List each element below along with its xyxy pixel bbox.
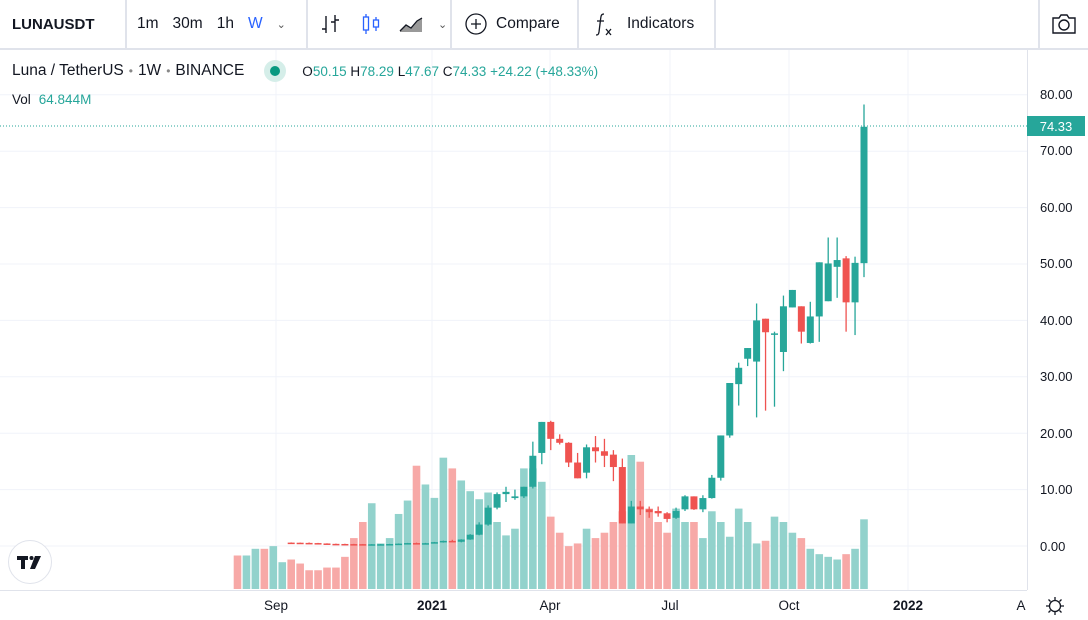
interval-1h[interactable]: 1h — [216, 15, 234, 32]
price-label: 70.00 — [1040, 143, 1073, 158]
ohlc-values: O50.15 H78.29 L47.67 C74.33 +24.22 (+48.… — [302, 64, 598, 79]
interval-w[interactable]: W — [247, 15, 263, 32]
interval-1m[interactable]: 1m — [137, 15, 159, 32]
screenshot-button[interactable] — [1040, 0, 1088, 48]
compare-label: Compare — [496, 15, 560, 32]
indicators-button[interactable]: Indicators — [579, 0, 716, 48]
price-axis[interactable]: 80.00 70.00 60.00 50.00 40.00 30.00 20.0… — [1027, 50, 1088, 590]
bar-chart-icon[interactable] — [318, 11, 344, 37]
symbol-search-button[interactable]: LUNAUSDT — [0, 0, 127, 48]
legend-separator: • — [166, 64, 171, 78]
time-label: A — [1016, 598, 1026, 613]
high-key: H — [350, 63, 361, 79]
time-label: Apr — [539, 598, 561, 613]
top-toolbar: LUNAUSDT 1m 30m 1h W ⌄ ⌄ Compare Indicat… — [0, 0, 1088, 50]
price-label: 60.00 — [1040, 200, 1073, 215]
tradingview-logo[interactable] — [8, 540, 52, 584]
price-label: 80.00 — [1040, 87, 1073, 102]
time-label: Oct — [778, 598, 800, 613]
close-key: C — [442, 63, 453, 79]
symbol-label: LUNAUSDT — [12, 15, 95, 33]
gear-icon — [1046, 597, 1064, 615]
time-label: Jul — [661, 598, 679, 613]
legend-title: Luna / TetherUS — [12, 62, 124, 79]
chart-style-chevron-down-icon[interactable]: ⌄ — [438, 17, 448, 31]
time-axis[interactable]: Sep 2021 Apr Jul Oct 2022 A — [0, 590, 1027, 615]
price-label: 40.00 — [1040, 313, 1073, 328]
interval-selector: 1m 30m 1h W ⌄ — [127, 0, 308, 48]
time-label: Sep — [263, 598, 289, 613]
open-value: 50.15 — [312, 63, 347, 79]
volume-label: Vol — [12, 92, 31, 107]
market-open-dot-icon — [270, 66, 281, 76]
legend-separator: • — [128, 64, 133, 78]
interval-30m[interactable]: 30m — [172, 15, 203, 32]
price-label: 10.00 — [1040, 482, 1073, 497]
legend-interval: 1W — [137, 62, 162, 79]
change-value: +24.22 (+48.33%) — [490, 63, 599, 79]
volume-value: 64.844M — [38, 92, 92, 107]
toolbar-spacer — [716, 0, 1040, 48]
time-label: 2021 — [416, 598, 448, 613]
camera-icon — [1052, 14, 1076, 34]
low-value: 47.67 — [405, 63, 439, 79]
market-status-indicator[interactable] — [264, 60, 287, 82]
price-chart-canvas[interactable] — [0, 50, 1027, 590]
price-label: 0.00 — [1040, 539, 1066, 554]
open-key: O — [302, 63, 313, 79]
chart-style-selector: ⌄ — [308, 0, 452, 48]
series-legend: Luna / TetherUS • 1W • BINANCE O50.15 H7… — [12, 60, 598, 82]
plus-circle-icon — [465, 13, 487, 35]
compare-button[interactable]: Compare — [452, 0, 579, 48]
high-value: 78.29 — [360, 63, 394, 79]
indicators-label: Indicators — [627, 15, 695, 32]
area-chart-icon[interactable] — [398, 11, 424, 37]
time-label: 2022 — [892, 598, 924, 613]
candle-chart-icon[interactable] — [358, 11, 384, 37]
interval-chevron-down-icon[interactable]: ⌄ — [276, 17, 286, 31]
close-value: 74.33 — [452, 63, 487, 79]
tradingview-logo-icon — [17, 556, 41, 569]
legend-exchange: BINANCE — [175, 62, 245, 79]
chart-settings-button[interactable] — [1044, 596, 1066, 620]
volume-legend: Vol 64.844M — [12, 92, 91, 107]
price-label: 30.00 — [1040, 369, 1073, 384]
last-price-badge: 74.33 — [1027, 116, 1085, 136]
price-label: 50.00 — [1040, 256, 1073, 271]
function-fx-icon — [595, 13, 612, 36]
price-label: 20.00 — [1040, 426, 1073, 441]
low-key: L — [397, 63, 406, 79]
